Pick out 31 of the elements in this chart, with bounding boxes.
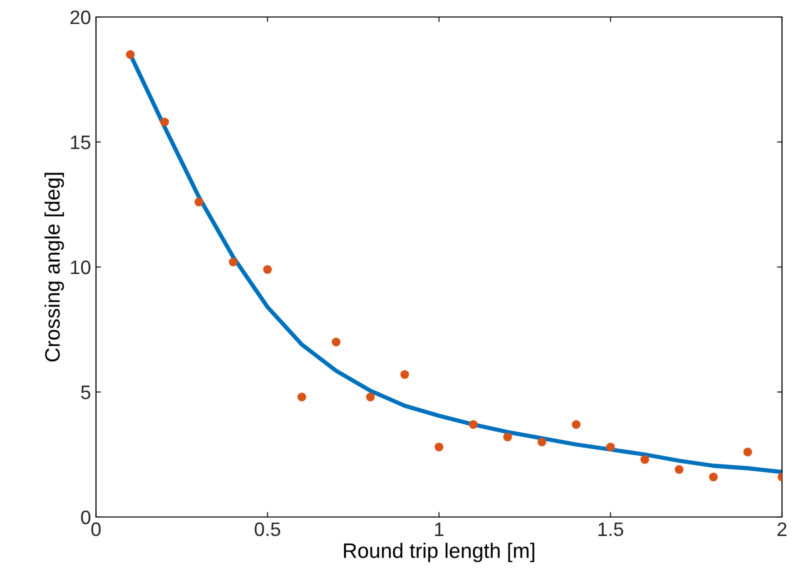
point [640,455,650,464]
y-tick-label: 0 [81,510,90,524]
x-tick-label: 0.5 [254,522,280,536]
y-tick-label: 10 [70,260,90,274]
point [538,438,546,446]
point [606,442,615,452]
point [366,392,375,402]
point [743,448,752,456]
point [400,370,410,379]
point [194,198,204,206]
y-tick-label: 5 [81,386,90,400]
point [503,432,512,442]
point [674,465,684,474]
x-axis-title: Round trip length [m] [344,542,534,562]
point [709,472,718,482]
x-tick-label: 1 [435,522,444,536]
y-tick-label: 20 [70,10,90,24]
point [468,420,478,429]
point [572,420,581,429]
x-tick-label: 0 [91,522,101,536]
point [126,50,135,59]
point [332,338,340,346]
point [160,118,169,126]
point [297,392,306,402]
point [434,442,444,452]
x-tick-label: 1.5 [598,522,624,536]
point [228,258,238,266]
y-tick-label: 15 [70,136,90,150]
point [263,265,272,274]
x-tick-label: 2 [778,522,786,536]
y-axis-title: Crossing angle [deg] [44,172,64,362]
